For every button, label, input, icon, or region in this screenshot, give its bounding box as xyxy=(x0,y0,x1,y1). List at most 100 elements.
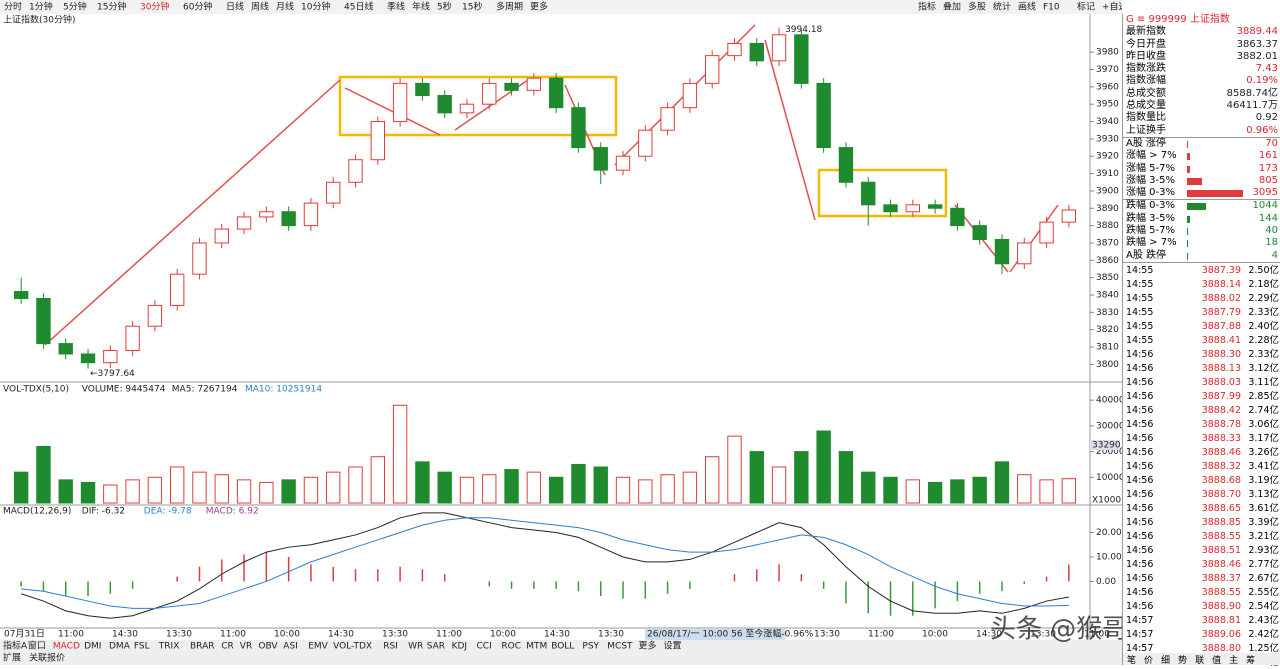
macd-header: DEA: -9.78 xyxy=(144,507,192,517)
period-tab[interactable]: 1分钟 xyxy=(29,1,53,13)
indicator-tab[interactable]: 指标A xyxy=(3,640,28,652)
tool-button[interactable]: 叠加 xyxy=(943,2,961,13)
y-tick-label: 3840 xyxy=(1096,291,1119,301)
indicator-tab[interactable]: TRIX xyxy=(158,642,180,652)
indicator-tab[interactable]: FSL xyxy=(134,642,150,652)
tool-button[interactable]: 统计 xyxy=(993,1,1011,13)
indicator-tab[interactable]: EMV xyxy=(308,642,328,652)
period-tab[interactable]: 15秒 xyxy=(462,1,482,13)
stock-code: G ≡ 999999 上证指数 xyxy=(1126,14,1230,25)
tick-time: 14:56 xyxy=(1126,586,1154,598)
quote-label: 总成交量 xyxy=(1126,100,1166,112)
y-tick-label: 20000 xyxy=(1096,447,1122,457)
tick-row: 14:56 3888.78 3.06亿 xyxy=(1123,416,1280,431)
y-tick-label: 0.00 xyxy=(1096,577,1116,587)
quote-label: 指数涨幅 xyxy=(1126,75,1166,87)
indicator-tab[interactable]: BRAR xyxy=(190,642,214,652)
indicator-tab[interactable]: BOLL xyxy=(551,642,574,652)
indicator-tab[interactable]: WR xyxy=(408,642,423,652)
candle-body xyxy=(415,82,430,97)
volume-bar xyxy=(192,471,207,504)
tool-button[interactable]: 画线 xyxy=(1018,1,1036,13)
indicator-tab[interactable]: SAR xyxy=(427,642,445,652)
period-tab[interactable]: 更多 xyxy=(530,1,548,13)
quote-row: 昨日收盘 3882.01 xyxy=(1123,51,1280,63)
period-tab[interactable]: 45日线 xyxy=(344,1,373,13)
indicator-tab[interactable]: ASI xyxy=(283,642,298,652)
period-tab[interactable]: 5分钟 xyxy=(63,1,87,13)
x-tick-label: 13:30 xyxy=(382,630,408,640)
indicator-tab[interactable]: VOL-TDX xyxy=(333,642,372,652)
tick-volume: 2.74亿 xyxy=(1248,404,1279,416)
side-tab[interactable]: 势 xyxy=(1178,656,1188,666)
side-tab[interactable]: 联 xyxy=(1195,656,1205,666)
tool-button[interactable]: 标记 xyxy=(1077,1,1095,13)
candle-body xyxy=(482,82,497,105)
period-tab[interactable]: 多周期 xyxy=(496,1,523,13)
tick-row: 14:56 3888.90 2.54亿 xyxy=(1123,598,1280,613)
period-tab[interactable]: 30分钟 xyxy=(140,1,169,13)
indicator-tab[interactable]: MTM xyxy=(526,642,547,652)
indicator-tab[interactable]: MCST xyxy=(607,642,633,652)
indicator-tab[interactable]: DMA xyxy=(109,642,131,652)
indicator-tab[interactable]: 窗口 xyxy=(28,640,46,652)
period-tab[interactable]: 周线 xyxy=(251,1,269,13)
period-tab[interactable]: 月线 xyxy=(276,1,294,13)
side-tab[interactable]: 值 xyxy=(1212,656,1222,666)
period-tab[interactable]: 年线 xyxy=(412,1,430,13)
indicator-tab[interactable]: KDJ xyxy=(452,642,468,652)
breadth-label: 跌幅 5-7% xyxy=(1126,225,1176,237)
candle-body xyxy=(326,181,341,204)
tick-volume: 1.25亿 xyxy=(1248,642,1279,654)
tool-button[interactable]: 多股 xyxy=(968,1,986,13)
indicator-tab[interactable]: DMI xyxy=(84,642,101,652)
indicator-tab[interactable]: MACD xyxy=(53,642,80,652)
y-tick-label: 10.00 xyxy=(1096,552,1122,562)
indicator-tab[interactable]: VR xyxy=(240,642,252,652)
indicator-tab[interactable]: 设置 xyxy=(664,641,682,652)
tick-price: 3888.85 xyxy=(1201,516,1241,528)
indicator-tab[interactable]: ROC xyxy=(501,642,521,652)
tool-button[interactable]: F10 xyxy=(1043,3,1060,13)
volume-bar xyxy=(504,469,519,504)
side-tab[interactable]: 笔 xyxy=(1127,656,1137,666)
volume-bar xyxy=(682,471,698,504)
breadth-label: 跌幅 3-5% xyxy=(1126,212,1176,224)
period-tab[interactable]: 10分钟 xyxy=(301,1,330,13)
status-tab[interactable]: 关联报价 xyxy=(29,652,65,664)
volume-bar xyxy=(660,474,675,504)
volume-bar xyxy=(638,479,653,504)
status-tab[interactable]: 扩展 xyxy=(3,652,21,664)
tick-volume: 3.26亿 xyxy=(1248,446,1279,458)
volume-header: MA5: 7267194 xyxy=(172,385,238,395)
period-tab[interactable]: 5秒 xyxy=(437,1,452,13)
tool-button[interactable]: +自选 xyxy=(1102,1,1122,13)
tool-button[interactable]: 指标 xyxy=(918,1,936,13)
side-tab[interactable]: 价 xyxy=(1144,656,1154,666)
period-tab[interactable]: 15分钟 xyxy=(97,1,126,13)
tick-price: 3888.14 xyxy=(1201,278,1241,290)
volume-bar xyxy=(526,471,542,504)
period-tab[interactable]: 季线 xyxy=(387,1,405,13)
indicator-tab[interactable]: CCI xyxy=(477,642,492,652)
breadth-label: 涨幅 3-5% xyxy=(1126,174,1176,186)
side-tab[interactable]: 细 xyxy=(1161,656,1171,666)
side-tab[interactable]: 筹 xyxy=(1246,656,1256,666)
period-tab[interactable]: 分时 xyxy=(4,1,22,13)
indicator-tab[interactable]: OBV xyxy=(258,642,278,652)
low-annotation: ←3797.64 xyxy=(90,369,135,379)
y-tick-label: 3930 xyxy=(1096,134,1119,144)
indicator-tab[interactable]: CR xyxy=(221,642,234,652)
indicator-tab[interactable]: PSY xyxy=(582,642,599,652)
indicator-tab[interactable]: 更多 xyxy=(639,640,657,652)
side-tab[interactable]: 主 xyxy=(1229,656,1239,666)
period-tab[interactable]: 日线 xyxy=(226,1,244,13)
candle-body xyxy=(771,34,787,62)
y-tick-label: 3910 xyxy=(1096,169,1119,179)
quote-label: 最新指数 xyxy=(1126,26,1166,38)
tick-price: 3888.65 xyxy=(1201,502,1241,514)
period-tab[interactable]: 60分钟 xyxy=(183,1,212,13)
tick-price: 3889.06 xyxy=(1201,628,1241,640)
tick-time: 14:57 xyxy=(1126,642,1154,654)
indicator-tab[interactable]: RSI xyxy=(383,642,398,652)
